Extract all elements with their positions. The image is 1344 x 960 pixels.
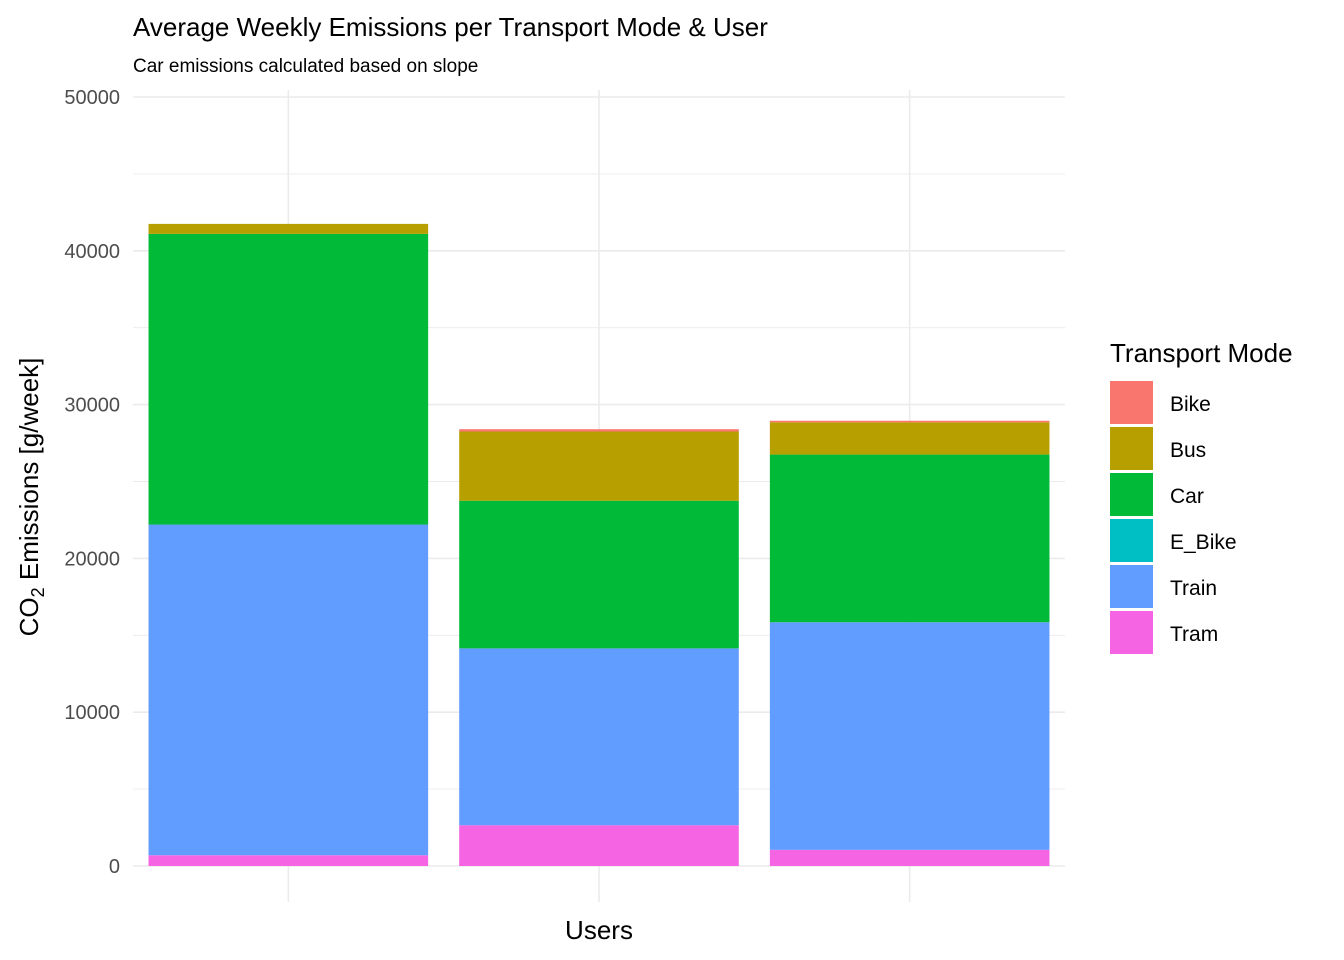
bar-segment-bus <box>459 431 739 501</box>
bar-segment-train <box>459 648 739 826</box>
legend: Transport Mode Bike Bus Car E_Bike Train Tram <box>1110 338 1293 654</box>
y-axis-title: CO2 Emissions [g/week] <box>14 358 48 637</box>
legend-label-bus: Bus <box>1170 439 1206 462</box>
y-axis-title-prefix: CO <box>14 597 44 636</box>
legend-label-e-bike: E_Bike <box>1170 531 1237 554</box>
bar-segment-tram <box>459 825 739 866</box>
chart-title: Average Weekly Emissions per Transport M… <box>133 12 768 42</box>
bar-segment-train <box>148 524 429 856</box>
bar-segment-tram <box>148 855 429 866</box>
legend-label-car: Car <box>1170 485 1204 508</box>
legend-title: Transport Mode <box>1110 338 1293 368</box>
y-axis-title-suffix: Emissions [g/week] <box>14 358 44 588</box>
chart-subtitle: Car emissions calculated based on slope <box>133 56 478 77</box>
legend-key-train <box>1110 565 1153 608</box>
x-axis-title: Users <box>565 915 633 945</box>
legend-key-bus <box>1110 427 1153 470</box>
y-tick-label: 10000 <box>64 702 120 724</box>
bar-segment-car <box>148 233 429 525</box>
legend-label-tram: Tram <box>1170 623 1218 646</box>
legend-label-train: Train <box>1170 577 1217 600</box>
y-tick-label: 0 <box>109 856 120 878</box>
legend-key-bike <box>1110 381 1153 424</box>
bar-segment-bike <box>769 420 1050 423</box>
y-axis-ticks: 0 10000 20000 30000 40000 50000 <box>64 87 120 878</box>
bar-segment-bike <box>459 429 739 432</box>
y-tick-label: 50000 <box>64 87 120 109</box>
legend-key-tram <box>1110 611 1153 654</box>
bar-segment-tram <box>769 849 1050 866</box>
y-tick-label: 30000 <box>64 395 120 417</box>
bar-segment-car <box>769 454 1050 623</box>
bars <box>148 223 1050 866</box>
y-tick-label: 20000 <box>64 548 120 570</box>
y-tick-label: 40000 <box>64 241 120 263</box>
bar-segment-car <box>459 500 739 649</box>
bar-segment-bus <box>769 422 1050 455</box>
legend-key-e-bike <box>1110 519 1153 562</box>
y-axis-title-subscript: 2 <box>28 587 48 597</box>
legend-key-car <box>1110 473 1153 516</box>
bar-segment-bus <box>148 223 429 234</box>
bar-segment-train <box>769 622 1050 850</box>
legend-label-bike: Bike <box>1170 393 1211 416</box>
